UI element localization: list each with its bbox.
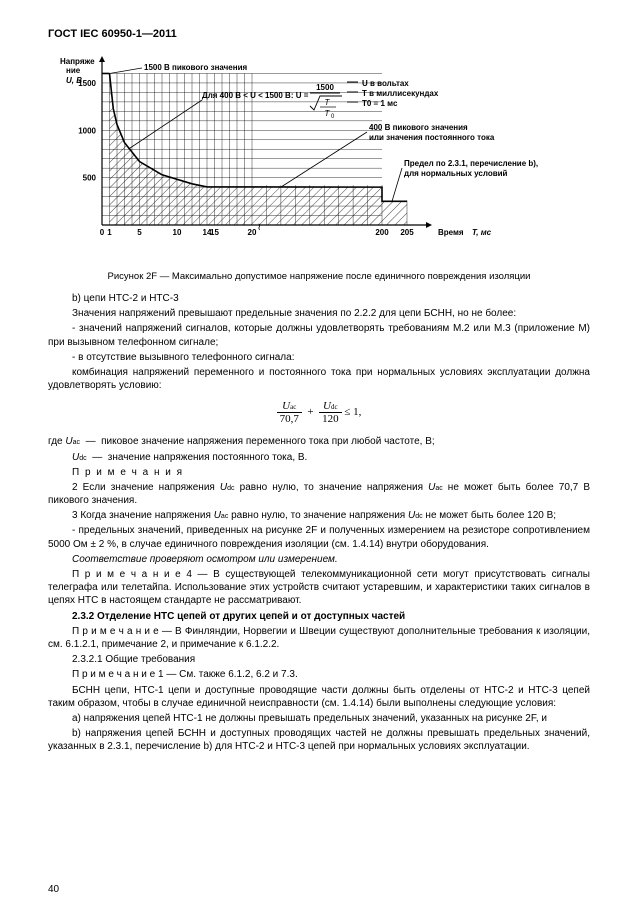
svg-text:или значения постоянного тока: или значения постоянного тока — [369, 133, 495, 142]
para-b2: - значений напряжений сигналов, которые … — [48, 322, 590, 348]
figure-caption: Рисунок 2F — Максимально допустимое напр… — [48, 271, 590, 282]
para-b-head: b) цепи НТС-2 и НТС-3 — [48, 292, 590, 305]
para-2321c: b) напряжения цепей БСНН и доступных про… — [48, 727, 590, 753]
svg-text:U, В: U, В — [66, 76, 82, 85]
section-2321: 2.3.2.1 Общие требования — [48, 653, 590, 666]
notes-heading: П р и м е ч а н и я — [48, 466, 590, 479]
svg-text:T0 = 1 мс: T0 = 1 мс — [362, 99, 398, 108]
svg-text:T: T — [325, 98, 331, 107]
where-2: Udc — значение напряжения постоянного то… — [48, 451, 590, 464]
svg-text:5: 5 — [137, 228, 142, 237]
svg-text:205: 205 — [400, 228, 414, 237]
svg-text:10: 10 — [173, 228, 182, 237]
svg-text:20: 20 — [248, 228, 257, 237]
svg-text:T в миллисекундах: T в миллисекундах — [362, 89, 439, 98]
svg-text:T: T — [325, 109, 331, 118]
para-2321b: a) напряжения цепей НТС-1 не должны прев… — [48, 712, 590, 725]
svg-text:Время: Время — [438, 228, 464, 237]
page-number: 40 — [48, 884, 59, 895]
svg-text:1500: 1500 — [316, 83, 334, 92]
svg-text:Для 400 В < U < 1500 В: U =: Для 400 В < U < 1500 В: U = — [202, 91, 309, 100]
note-2: 2 Если значение напряжения Udc равно нул… — [48, 481, 590, 507]
svg-text:0: 0 — [331, 114, 335, 120]
svg-text:для нормальных условий: для нормальных условий — [404, 169, 508, 178]
svg-text:0: 0 — [100, 228, 105, 237]
formula: Uac70,7 + Udc120 ≤ 1, — [48, 400, 590, 425]
svg-text:1000: 1000 — [78, 126, 96, 135]
svg-text:≀: ≀ — [257, 222, 261, 233]
note-4: П р и м е ч а н и е 4 — В существующей т… — [48, 568, 590, 608]
para-2321a: БСНН цепи, НТС-1 цепи и доступные провод… — [48, 684, 590, 710]
para-check: Соответствие проверяют осмотром или изме… — [48, 553, 590, 566]
para-b1: Значения напряжений превышают предельные… — [48, 307, 590, 320]
svg-text:1500 В пикового значения: 1500 В пикового значения — [144, 63, 247, 72]
para-limit: - предельных значений, приведенных на ри… — [48, 524, 590, 550]
svg-text:200: 200 — [375, 228, 389, 237]
svg-text:U в вольтах: U в вольтах — [362, 79, 409, 88]
note-3: 3 Когда значение напряжения Uac равно ну… — [48, 509, 590, 522]
para-b4: комбинация напряжений переменного и пост… — [48, 366, 590, 392]
para-b3: - в отсутствие вызывного телефонного сиг… — [48, 351, 590, 364]
where-1: где Uac — пиковое значение напряжения пе… — [48, 435, 590, 448]
body-text: b) цепи НТС-2 и НТС-3 Значения напряжени… — [48, 292, 590, 753]
svg-text:Предел по 2.3.1, перечисление: Предел по 2.3.1, перечисление b), — [404, 159, 538, 168]
svg-text:Напряже: Напряже — [60, 57, 95, 66]
note-2321: П р и м е ч а н и е 1 — См. также 6.1.2,… — [48, 668, 590, 681]
svg-text:1: 1 — [107, 228, 112, 237]
note-232: П р и м е ч а н и е — В Финляндии, Норве… — [48, 625, 590, 651]
svg-text:15: 15 — [210, 228, 219, 237]
section-232: 2.3.2 Отделение НТС цепей от других цепе… — [48, 610, 590, 623]
svg-text:T, мс: T, мс — [472, 228, 492, 237]
svg-text:500: 500 — [83, 174, 97, 183]
svg-text:400 В пикового значения: 400 В пикового значения — [369, 123, 468, 132]
chart-svg: 5001000150001510141520200205≀НапряжениеU… — [52, 50, 562, 265]
svg-text:ние: ние — [66, 66, 81, 75]
chart-figure-2f: 5001000150001510141520200205≀НапряжениеU… — [52, 50, 590, 265]
doc-header: ГОСТ IEC 60950-1—2011 — [48, 28, 590, 40]
